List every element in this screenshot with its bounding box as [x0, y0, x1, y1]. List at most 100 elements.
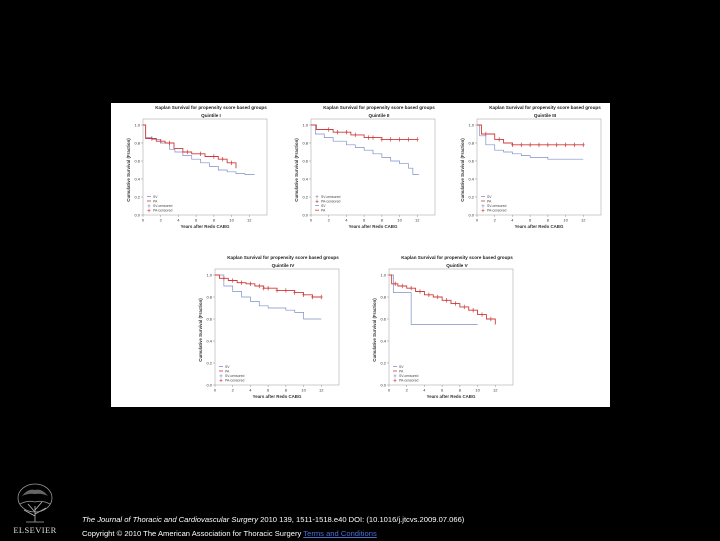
x-tick-label: 0	[142, 218, 145, 223]
x-tick-label: 12	[247, 218, 252, 223]
legend-entry: SV	[219, 365, 230, 369]
legend-entry: PA	[481, 199, 492, 203]
y-tick-label: 0.6	[380, 316, 386, 321]
y-axis-label: Cumulative Survival (Fraction)	[126, 138, 131, 202]
legend-entry: SV-censored	[315, 195, 341, 199]
legend-entry: PA-censored	[315, 199, 340, 203]
y-tick-label: 0.2	[380, 360, 386, 365]
y-tick-label: 0.6	[134, 158, 140, 163]
km-chart-quintile-5: Kaplan Survival for propensity score bas…	[361, 253, 519, 403]
x-tick-label: 6	[441, 388, 444, 393]
x-tick-label: 4	[511, 218, 514, 223]
figure-panel: Kaplan Survival for propensity score bas…	[111, 103, 610, 407]
legend-label: SV	[225, 365, 230, 369]
elsevier-wordmark: ELSEVIER	[13, 525, 56, 535]
legend-entry: PA	[393, 369, 404, 373]
legend-label: PA	[225, 369, 230, 373]
x-tick-label: 8	[285, 388, 288, 393]
y-axis-label: Cumulative Survival (Fraction)	[460, 138, 465, 202]
y-tick-label: 0.8	[206, 294, 212, 299]
legend-label: SV-censored	[321, 195, 341, 199]
x-axis-label: Years after Redo CABG	[427, 394, 476, 399]
legend-label: SV-censored	[225, 374, 245, 378]
x-tick-label: 0	[476, 218, 479, 223]
y-axis-label: Cumulative Survival (Fraction)	[198, 298, 203, 362]
legend-entry: SV	[481, 195, 492, 199]
legend-entry: SV-censored	[393, 374, 419, 378]
plot-frame	[310, 118, 436, 216]
chart-title: Kaplan Survival for propensity score bas…	[401, 255, 513, 260]
y-axis-label: Cumulative Survival (Fraction)	[372, 298, 377, 362]
y-tick-label: 0.6	[302, 158, 308, 163]
x-axis-label: Years after Redo CABG	[181, 224, 230, 229]
legend-label: SV	[153, 195, 158, 199]
chart-title: Kaplan Survival for propensity score bas…	[227, 255, 339, 260]
x-tick-label: 10	[475, 388, 480, 393]
legend-label: SV-censored	[487, 204, 507, 208]
legend-entry: SV	[393, 365, 404, 369]
y-tick-label: 0.8	[380, 294, 386, 299]
x-tick-label: 10	[563, 218, 568, 223]
legend-label: SV-censored	[153, 204, 173, 208]
x-tick-label: 0	[214, 388, 217, 393]
km-chart-quintile-2: Kaplan Survival for propensity score bas…	[283, 103, 441, 233]
x-tick-label: 6	[195, 218, 198, 223]
legend-label: PA	[321, 209, 326, 213]
legend-label: SV	[399, 365, 404, 369]
series-line-sv	[215, 274, 322, 320]
x-tick-label: 4	[423, 388, 426, 393]
x-tick-label: 0	[310, 218, 313, 223]
x-tick-label: 8	[459, 388, 462, 393]
y-tick-label: 1.0	[134, 122, 140, 127]
x-tick-label: 2	[328, 218, 331, 223]
legend-entry: SV-censored	[147, 204, 173, 208]
legend-label: PA	[153, 199, 158, 203]
x-tick-label: 12	[415, 218, 420, 223]
x-tick-label: 0	[388, 388, 391, 393]
terms-link[interactable]: Terms and Conditions	[303, 529, 377, 538]
y-tick-label: 1.0	[206, 272, 212, 277]
legend-entry: PA	[315, 209, 326, 213]
y-axis-label: Cumulative Survival (Fraction)	[294, 138, 299, 202]
series-line-sv	[311, 124, 420, 175]
y-tick-label: 0.8	[468, 140, 474, 145]
copyright-line: Copyright © 2010 The American Associatio…	[82, 527, 464, 541]
x-tick-label: 4	[249, 388, 252, 393]
x-tick-label: 2	[160, 218, 163, 223]
km-chart-quintile-3: Kaplan Survival for propensity score bas…	[449, 103, 607, 233]
legend-entry: PA-censored	[393, 379, 418, 383]
legend-entry: PA-censored	[219, 379, 244, 383]
legend-entry: PA-censored	[481, 209, 506, 213]
legend-entry: SV-censored	[481, 204, 507, 208]
y-tick-label: 0.0	[206, 382, 212, 387]
y-tick-label: 0.0	[302, 212, 308, 217]
legend-label: PA	[487, 199, 492, 203]
y-tick-label: 0.2	[302, 194, 308, 199]
legend-entry: SV-censored	[219, 374, 245, 378]
y-tick-label: 0.4	[468, 176, 474, 181]
chart-title: Kaplan Survival for propensity score bas…	[155, 105, 267, 110]
plot-frame	[214, 268, 340, 386]
x-tick-label: 6	[363, 218, 366, 223]
legend-entry: SV	[147, 195, 158, 199]
legend-label: PA-censored	[321, 199, 340, 203]
km-chart-quintile-4: Kaplan Survival for propensity score bas…	[187, 253, 345, 403]
chart-title: Kaplan Survival for propensity score bas…	[489, 105, 601, 110]
chart-subtitle: Quintile I	[201, 113, 221, 118]
y-tick-label: 1.0	[302, 122, 308, 127]
legend-label: PA	[399, 369, 404, 373]
legend-entry: PA	[147, 199, 158, 203]
y-tick-label: 0.0	[134, 212, 140, 217]
y-tick-label: 0.8	[302, 140, 308, 145]
x-tick-label: 8	[547, 218, 550, 223]
legend-label: PA-censored	[399, 379, 418, 383]
tree-icon	[17, 483, 53, 523]
x-tick-label: 10	[397, 218, 402, 223]
citation-text: 2010 139, 1511-1518.e40 DOI: (10.1016/j.…	[258, 515, 465, 524]
x-tick-label: 2	[406, 388, 409, 393]
plot-frame	[388, 268, 514, 386]
x-axis-label: Years after Redo CABG	[515, 224, 564, 229]
legend-label: SV	[321, 204, 326, 208]
x-tick-label: 2	[232, 388, 235, 393]
y-tick-label: 0.2	[468, 194, 474, 199]
